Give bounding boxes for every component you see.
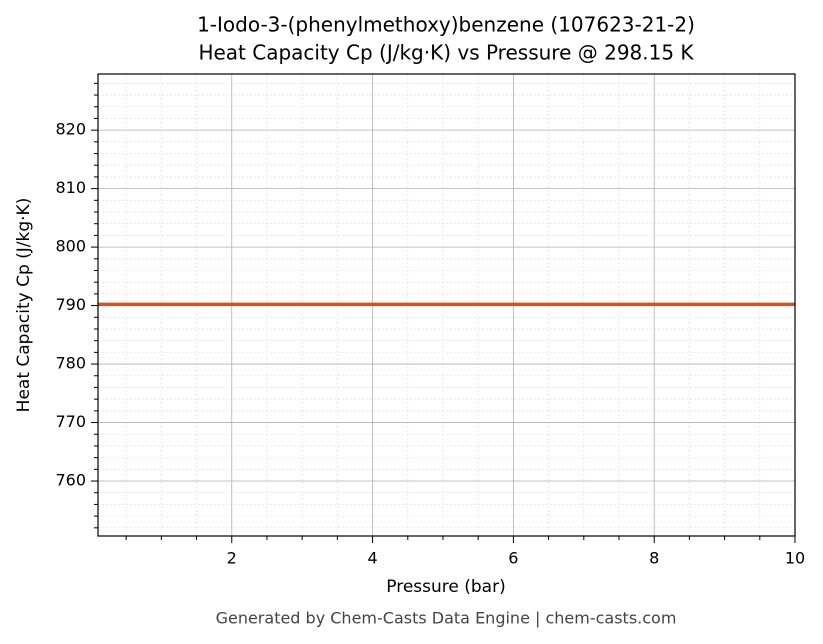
y-axis-label: Heat Capacity Cp (J/kg·K) [14, 198, 34, 413]
source-note: Generated by Chem-Casts Data Engine | ch… [216, 609, 677, 628]
x-tick-label: 8 [649, 549, 659, 568]
x-tick-label: 4 [367, 549, 377, 568]
x-axis-label: Pressure (bar) [386, 577, 505, 597]
y-tick-label: 790 [55, 295, 86, 314]
y-tick-label: 760 [55, 471, 86, 490]
y-tick-label: 820 [55, 120, 86, 139]
y-tick-label: 780 [55, 354, 86, 373]
x-tick-label: 6 [508, 549, 518, 568]
y-tick-label: 800 [55, 237, 86, 256]
x-tick-label: 10 [785, 549, 805, 568]
y-tick-label: 770 [55, 412, 86, 431]
y-tick-label: 810 [55, 178, 86, 197]
x-tick-label: 2 [227, 549, 237, 568]
chart-subtitle: Heat Capacity Cp (J/kg·K) vs Pressure @ … [198, 41, 694, 65]
plot-frame [97, 73, 796, 537]
chart-title: 1-Iodo-3-(phenylmethoxy)benzene (107623-… [197, 13, 695, 37]
